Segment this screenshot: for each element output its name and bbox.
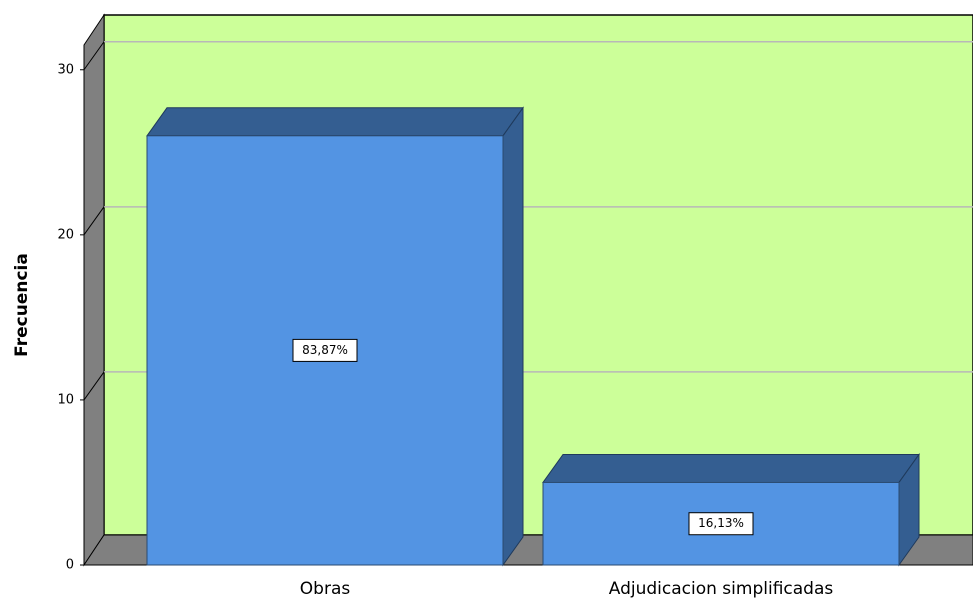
- y-tick-label: 20: [57, 227, 74, 242]
- bar-side: [502, 106, 524, 567]
- bar-top: [146, 107, 524, 137]
- y-axis-title: Frecuencia: [12, 253, 32, 357]
- grid-line: [83, 41, 105, 71]
- annotation: 16,13%: [698, 516, 744, 530]
- grid-line: [83, 371, 105, 401]
- x-tick-label: Adjudicacion simplificadas: [609, 579, 834, 599]
- annotation-box: [688, 512, 754, 536]
- annotation-box: [292, 338, 358, 362]
- y-tick-label: 0: [66, 558, 74, 573]
- y-tick-label: 10: [57, 392, 74, 407]
- x-tick-label: Obras: [300, 579, 351, 599]
- grid-line: [83, 206, 105, 236]
- y-tick-label: 30: [57, 62, 74, 77]
- annotation: 83,87%: [302, 343, 348, 357]
- bar-top: [542, 453, 920, 483]
- side-wall: [83, 13, 105, 567]
